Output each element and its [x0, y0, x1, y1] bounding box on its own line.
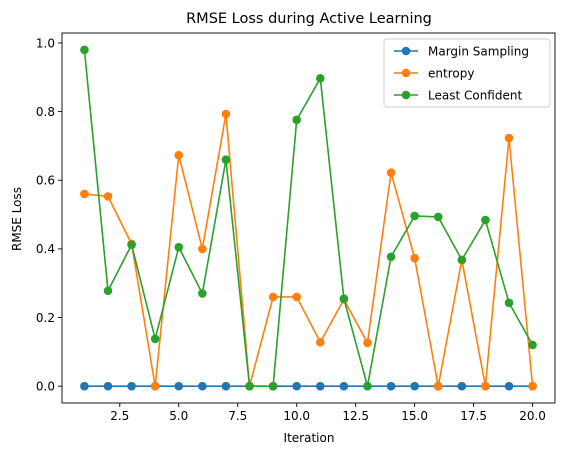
- series-least-confident: [80, 45, 537, 391]
- data-point: [433, 381, 443, 391]
- data-point: [292, 381, 302, 391]
- x-tick-label: 10.0: [283, 409, 310, 423]
- data-point: [315, 381, 325, 391]
- data-point: [268, 292, 278, 302]
- data-point: [433, 212, 443, 222]
- data-point: [198, 244, 207, 254]
- data-point: [363, 381, 372, 391]
- data-point: [386, 252, 396, 262]
- data-point: [504, 133, 514, 143]
- data-point: [103, 381, 113, 391]
- data-point: [198, 381, 207, 391]
- data-point: [221, 381, 231, 391]
- series-line: [83, 49, 534, 387]
- data-point: [221, 109, 231, 119]
- data-point: [174, 150, 184, 160]
- data-point: [103, 286, 113, 296]
- legend-label: entropy: [428, 66, 474, 80]
- x-axis-label: Iteration: [284, 431, 335, 445]
- data-point: [268, 381, 278, 391]
- x-tick-label: 15.0: [401, 409, 428, 423]
- data-point: [150, 381, 160, 391]
- legend-label: Margin Sampling: [428, 44, 529, 58]
- x-tick-label: 5.0: [169, 409, 188, 423]
- data-point: [292, 292, 302, 302]
- data-point: [528, 381, 537, 391]
- data-point: [174, 381, 184, 391]
- x-tick-label: 20.0: [519, 409, 546, 423]
- data-point: [127, 240, 136, 250]
- legend-item: entropy: [394, 66, 474, 80]
- data-point: [481, 215, 490, 225]
- data-point: [103, 192, 113, 201]
- data-point: [80, 381, 89, 391]
- data-point: [221, 155, 231, 164]
- data-point: [198, 289, 207, 298]
- y-tick-label: 0.0: [36, 379, 55, 393]
- data-point: [457, 255, 467, 265]
- legend-label: Least Confident: [428, 88, 522, 102]
- x-tick-label: 7.5: [228, 409, 247, 423]
- y-axis-label: RMSE Loss: [10, 187, 24, 251]
- legend-swatch-marker: [401, 68, 411, 78]
- data-point: [127, 381, 136, 391]
- data-point: [481, 381, 490, 391]
- data-point: [315, 74, 325, 83]
- y-tick-label: 0.2: [36, 311, 55, 325]
- chart-title: RMSE Loss during Active Learning: [186, 11, 432, 27]
- y-tick-label: 0.4: [36, 242, 55, 256]
- data-point: [363, 338, 372, 348]
- data-point: [80, 189, 89, 199]
- data-point: [528, 340, 537, 350]
- data-point: [80, 45, 89, 55]
- legend: Margin Sampling entropy Least Confident: [383, 38, 551, 108]
- data-point: [410, 211, 419, 221]
- x-tick-label: 12.5: [342, 409, 369, 423]
- data-point: [245, 381, 254, 391]
- axes-frame: [61, 32, 556, 404]
- data-point: [504, 298, 514, 308]
- data-point: [457, 381, 467, 391]
- y-tick-label: 0.8: [36, 105, 55, 119]
- x-tick-label: 17.5: [460, 409, 487, 423]
- data-point: [386, 381, 396, 391]
- legend-swatch-marker: [401, 90, 411, 100]
- series-line: [84, 113, 534, 387]
- legend-item: Least Confident: [394, 88, 522, 102]
- legend-item: Margin Sampling: [394, 44, 529, 58]
- y-tick-label: 1.0: [36, 36, 55, 50]
- data-point: [150, 334, 160, 344]
- y-tick-label: 0.6: [36, 174, 55, 188]
- data-point: [292, 115, 302, 125]
- legend-swatch-marker: [401, 46, 411, 56]
- data-point: [174, 242, 184, 252]
- data-point: [315, 337, 325, 347]
- plot-area: 2.5 5.0 7.5 10.0 12.5 15.0 17.5 20.0 0.0 0.2 0.4 0.…: [36, 32, 556, 423]
- legend-box: [383, 38, 551, 108]
- data-point: [386, 168, 396, 177]
- data-point: [504, 381, 514, 391]
- data-point: [339, 294, 349, 303]
- data-point: [410, 381, 419, 391]
- x-tick-label: 2.5: [110, 409, 129, 423]
- data-point: [339, 381, 349, 391]
- data-point: [410, 253, 419, 263]
